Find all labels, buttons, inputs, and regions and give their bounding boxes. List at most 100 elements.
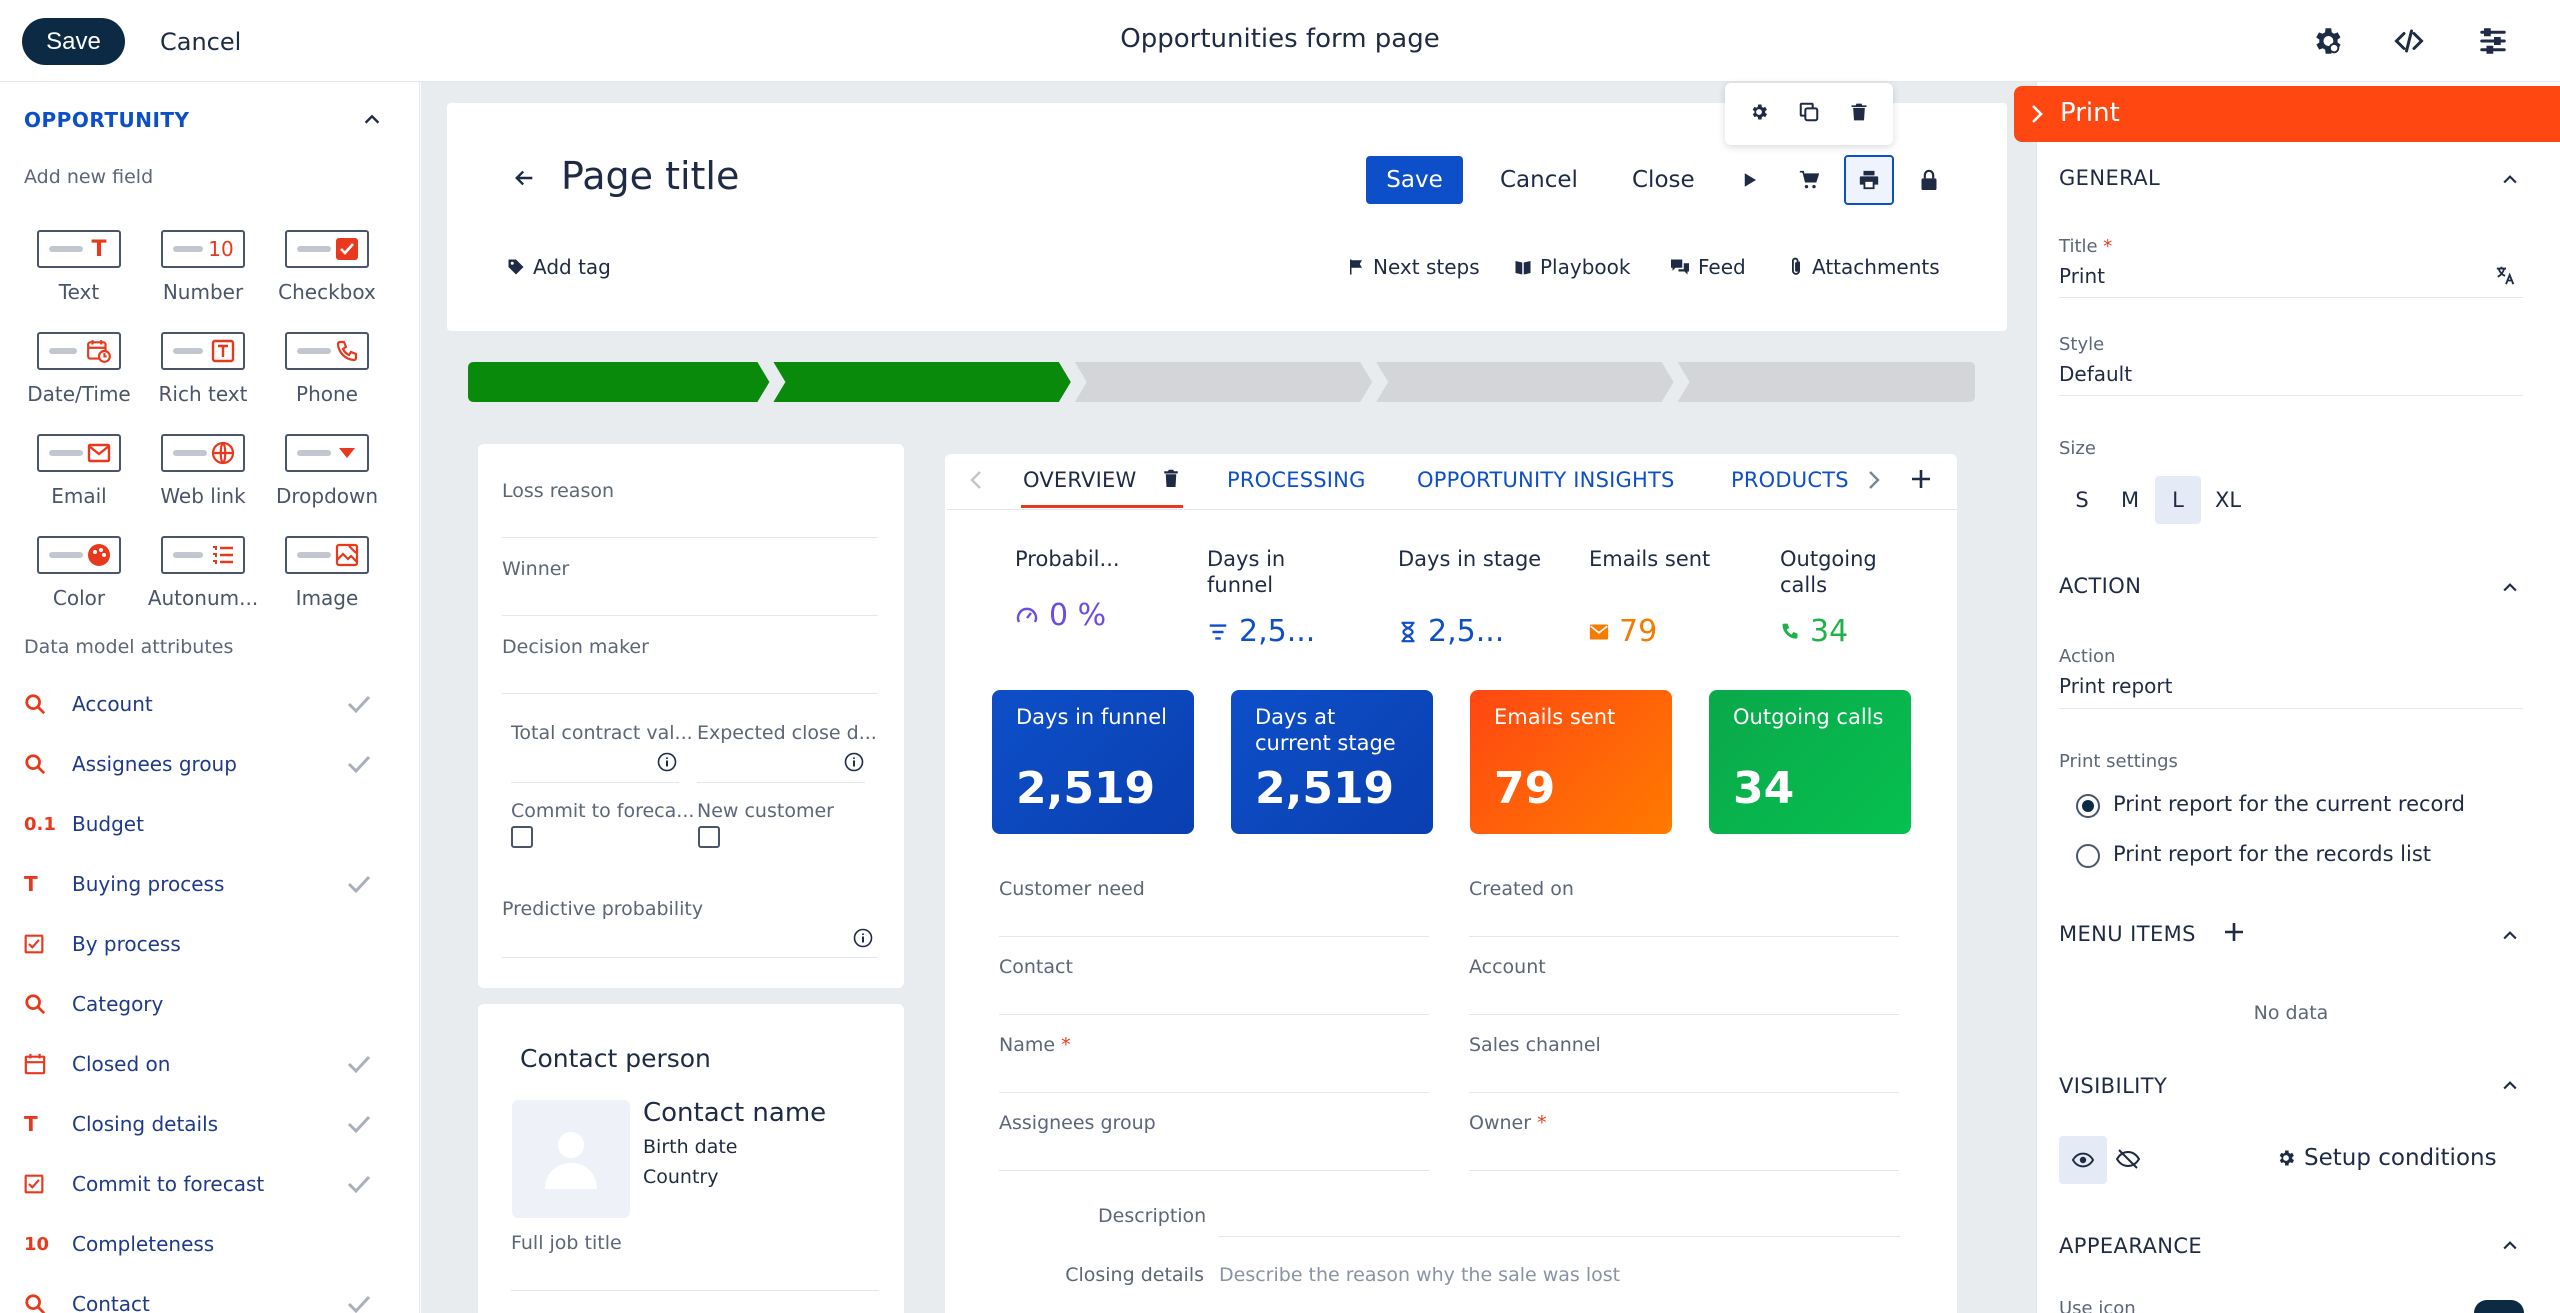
field-type-phone[interactable]: Phone: [265, 332, 389, 422]
size-l-button[interactable]: L: [2155, 476, 2201, 524]
back-arrow-icon[interactable]: [508, 161, 542, 195]
chevron-right-icon[interactable]: [2022, 99, 2052, 129]
loss-reason-field[interactable]: Loss reason: [502, 480, 615, 502]
attribute-budget[interactable]: 0.1 Budget: [24, 804, 374, 844]
tile-days-current-stage[interactable]: Days at current stage 2,519: [1231, 690, 1433, 834]
progress-stage-4[interactable]: [1376, 362, 1674, 402]
delete-tab-icon[interactable]: [1162, 468, 1180, 492]
action-select[interactable]: Print report: [2059, 674, 2173, 698]
attribute-assignees-group[interactable]: Assignees group: [24, 744, 374, 784]
attribute-by-process[interactable]: By process: [24, 924, 374, 964]
attachments-link[interactable]: Attachments: [1788, 255, 1940, 279]
next-steps-link[interactable]: Next steps: [1347, 255, 1480, 279]
customer-need-field[interactable]: Customer need: [999, 878, 1145, 900]
add-tag-button[interactable]: Add tag: [507, 255, 611, 279]
code-icon[interactable]: [2388, 20, 2430, 62]
progress-stage-3[interactable]: [1074, 362, 1373, 402]
attribute-closed-on[interactable]: Closed on: [24, 1044, 374, 1084]
account-field[interactable]: Account: [1469, 956, 1546, 978]
created-on-field[interactable]: Created on: [1469, 878, 1574, 900]
translate-icon[interactable]: [2495, 264, 2517, 290]
add-tab-icon[interactable]: [1909, 467, 1933, 495]
stage-progress-bar[interactable]: [468, 362, 1975, 402]
tile-outgoing-calls[interactable]: Outgoing calls 34: [1709, 690, 1911, 834]
feed-link[interactable]: Feed: [1670, 255, 1746, 279]
general-section-title[interactable]: GENERAL: [2059, 166, 2161, 190]
total-contract-field[interactable]: Total contract val...: [511, 722, 693, 744]
header-close-button[interactable]: Close: [1632, 167, 1695, 193]
expected-close-field[interactable]: Expected close d...: [697, 722, 877, 744]
tab-processing[interactable]: PROCESSING: [1227, 468, 1366, 492]
field-type-checkbox[interactable]: Checkbox: [265, 230, 389, 320]
attribute-contact[interactable]: Contact: [24, 1284, 374, 1313]
save-button[interactable]: Save: [22, 18, 125, 65]
tile-emails-sent[interactable]: Emails sent 79: [1470, 690, 1672, 834]
field-type-datetime[interactable]: Date/Time: [17, 332, 141, 422]
field-type-number[interactable]: 10 Number: [141, 230, 265, 320]
attribute-category[interactable]: Category: [24, 984, 374, 1024]
tab-opportunity-insights[interactable]: OPPORTUNITY INSIGHTS: [1417, 468, 1675, 492]
radio-current-record[interactable]: [2076, 794, 2100, 818]
attribute-account[interactable]: Account: [24, 684, 374, 724]
gear-icon[interactable]: [2306, 20, 2348, 62]
title-input[interactable]: Print: [2059, 264, 2106, 288]
field-type-autonumber[interactable]: Autonum...: [141, 536, 265, 626]
radio-records-list[interactable]: [2076, 844, 2100, 868]
use-icon-toggle[interactable]: [2474, 1300, 2524, 1313]
field-type-weblink[interactable]: Web link: [141, 434, 265, 524]
chevron-right-icon[interactable]: [1867, 470, 1881, 494]
eye-icon[interactable]: [2059, 1136, 2107, 1184]
setup-conditions-button[interactable]: Setup conditions: [2276, 1145, 2497, 1171]
size-m-button[interactable]: M: [2120, 488, 2140, 512]
attribute-completeness[interactable]: 10 Completeness: [24, 1224, 374, 1264]
field-type-dropdown[interactable]: Dropdown: [265, 434, 389, 524]
tab-products[interactable]: PRODUCTS: [1731, 468, 1849, 492]
cancel-button[interactable]: Cancel: [160, 27, 242, 56]
chevron-up-icon[interactable]: [2494, 1070, 2526, 1102]
chevron-up-icon[interactable]: [356, 104, 388, 136]
field-type-richtext[interactable]: Rich text: [141, 332, 265, 422]
progress-stage-2[interactable]: [773, 362, 1071, 402]
progress-stage-5[interactable]: [1677, 362, 1975, 402]
attribute-commit-to-forecast[interactable]: Commit to forecast: [24, 1164, 374, 1204]
print-icon[interactable]: [1844, 155, 1894, 205]
field-type-image[interactable]: Image: [265, 536, 389, 626]
lock-icon[interactable]: [1909, 160, 1949, 200]
predictive-probability-field[interactable]: Predictive probability: [502, 898, 704, 920]
appearance-section-title[interactable]: APPEARANCE: [2059, 1234, 2203, 1258]
closing-details-input[interactable]: Describe the reason why the sale was los…: [1219, 1264, 1621, 1286]
cart-icon[interactable]: [1789, 160, 1829, 200]
assignees-group-field[interactable]: Assignees group: [999, 1112, 1156, 1134]
menu-items-section-title[interactable]: MENU ITEMS: [2059, 922, 2196, 946]
eye-off-icon[interactable]: [2115, 1148, 2141, 1174]
winner-field[interactable]: Winner: [502, 558, 570, 580]
chevron-left-icon[interactable]: [969, 470, 983, 494]
attribute-buying-process[interactable]: T Buying process: [24, 864, 374, 904]
header-cancel-button[interactable]: Cancel: [1500, 167, 1578, 193]
tab-overview[interactable]: OVERVIEW: [1023, 468, 1137, 492]
sales-channel-field[interactable]: Sales channel: [1469, 1034, 1601, 1056]
avatar[interactable]: [512, 1100, 630, 1218]
visibility-section-title[interactable]: VISIBILITY: [2059, 1074, 2168, 1098]
add-menu-item-icon[interactable]: [2222, 920, 2246, 948]
chevron-up-icon[interactable]: [2494, 164, 2526, 196]
chevron-up-icon[interactable]: [2494, 920, 2526, 952]
decision-maker-field[interactable]: Decision maker: [502, 636, 649, 658]
commit-forecast-checkbox[interactable]: [511, 826, 533, 848]
owner-field[interactable]: Owner *: [1469, 1112, 1547, 1134]
size-s-button[interactable]: S: [2075, 488, 2089, 512]
action-section-title[interactable]: ACTION: [2059, 574, 2142, 598]
sliders-icon[interactable]: [2472, 20, 2514, 62]
trash-icon[interactable]: [1849, 102, 1869, 126]
name-field[interactable]: Name *: [999, 1034, 1071, 1056]
playbook-link[interactable]: Playbook: [1514, 255, 1630, 279]
contact-field[interactable]: Contact: [999, 956, 1073, 978]
chevron-up-icon[interactable]: [2494, 572, 2526, 604]
contact-name[interactable]: Contact name: [643, 1098, 827, 1128]
field-type-email[interactable]: Email: [17, 434, 141, 524]
field-type-text[interactable]: T Text: [17, 230, 141, 320]
attribute-closing-details[interactable]: T Closing details: [24, 1104, 374, 1144]
progress-stage-1[interactable]: [468, 362, 770, 402]
copy-icon[interactable]: [1798, 101, 1820, 127]
size-xl-button[interactable]: XL: [2214, 488, 2242, 512]
